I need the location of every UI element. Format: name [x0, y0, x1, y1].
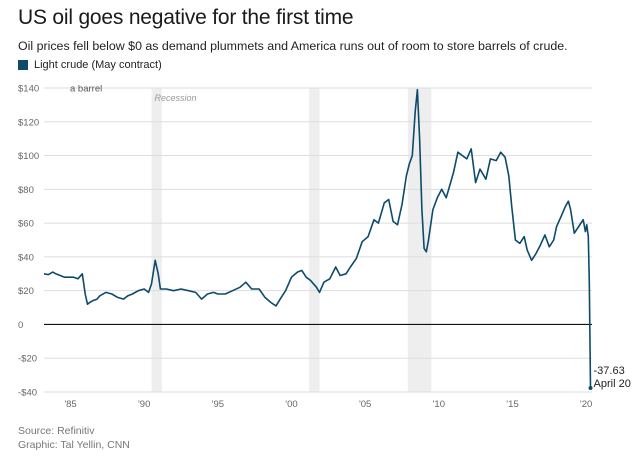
x-tick-label: '85 — [64, 399, 76, 410]
x-tick-label: '15 — [506, 399, 518, 410]
y-tick-label: $80 — [18, 185, 34, 196]
x-tick-label: '05 — [359, 399, 371, 410]
legend-label: Light crude (May contract) — [34, 59, 162, 71]
y-tick-label: $60 — [18, 219, 34, 230]
y-tick-label: -$20 — [18, 354, 37, 365]
chart-subtitle: Oil prices fell below $0 as demand plumm… — [18, 39, 568, 53]
recession-bands: Recession — [151, 88, 432, 392]
y-tick-label: $120 — [18, 117, 39, 128]
x-tick-label: '10 — [433, 399, 445, 410]
recession-band — [309, 88, 320, 392]
x-tick-label: '00 — [285, 399, 297, 410]
recession-label: Recession — [155, 93, 197, 103]
gridlines — [44, 87, 592, 393]
y-tick-label: $140 — [18, 84, 39, 95]
y-unit-label: a barrel — [70, 84, 102, 95]
recession-band — [407, 88, 432, 392]
y-tick-label: $20 — [18, 286, 34, 297]
series-line-light-crude — [43, 88, 592, 389]
annotation-value: -37.63 — [594, 365, 625, 377]
x-tick-label: '95 — [212, 399, 224, 410]
annotation-date: April 20 — [594, 378, 631, 390]
source-note: Source: Refinitiv — [18, 425, 95, 437]
y-tick-label: -$40 — [18, 388, 37, 399]
series-layer — [43, 88, 592, 389]
legend: Light crude (May contract) — [18, 58, 162, 72]
credit-note: Graphic: Tal Yellin, CNN — [18, 439, 130, 451]
y-tick-label: 0 — [18, 320, 23, 331]
x-tick-label: '20 — [580, 399, 592, 410]
annotation-point — [588, 385, 593, 390]
y-tick-label: $40 — [18, 252, 34, 263]
axes: -$40 -$20 0 $20 $40 $60 $80 $100 $120 $140 a barre… — [18, 84, 592, 411]
recession-band — [151, 88, 162, 392]
y-tick-label: $100 — [18, 151, 39, 162]
legend-swatch — [18, 60, 28, 70]
chart-title: US oil goes negative for the first time — [18, 6, 354, 29]
x-tick-label: '90 — [138, 399, 150, 410]
